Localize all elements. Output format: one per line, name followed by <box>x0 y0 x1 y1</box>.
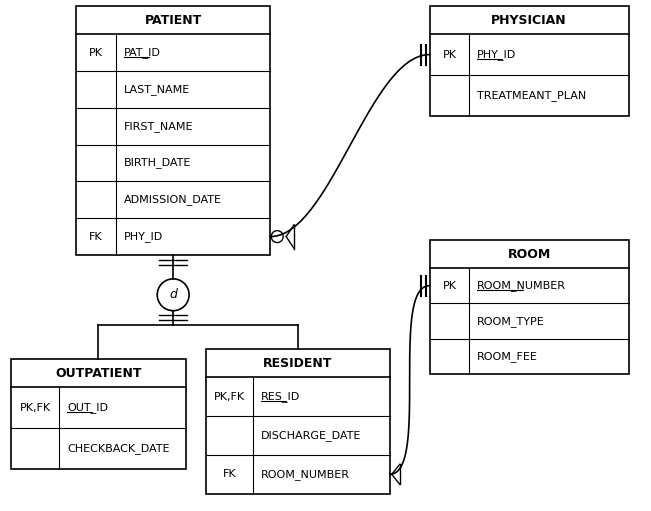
Text: LAST_NAME: LAST_NAME <box>124 84 190 95</box>
Text: PK,FK: PK,FK <box>214 392 245 402</box>
Bar <box>76 6 270 255</box>
Text: DISCHARGE_DATE: DISCHARGE_DATE <box>261 430 362 441</box>
Text: PHY_ID: PHY_ID <box>477 49 517 60</box>
Text: PK: PK <box>89 48 103 58</box>
Text: FK: FK <box>223 469 236 479</box>
Bar <box>11 359 186 469</box>
Text: ROOM_NUMBER: ROOM_NUMBER <box>477 280 566 291</box>
Text: d: d <box>169 288 177 301</box>
Bar <box>430 6 629 116</box>
Text: PK,FK: PK,FK <box>20 403 51 413</box>
Text: BIRTH_DATE: BIRTH_DATE <box>124 157 191 169</box>
Bar <box>430 240 629 375</box>
Text: ROOM_NUMBER: ROOM_NUMBER <box>261 469 350 480</box>
Text: ADMISSION_DATE: ADMISSION_DATE <box>124 194 222 205</box>
Text: FIRST_NAME: FIRST_NAME <box>124 121 193 132</box>
Text: PAT_ID: PAT_ID <box>124 47 161 58</box>
Text: ROOM: ROOM <box>508 247 551 261</box>
Text: PHY_ID: PHY_ID <box>124 231 163 242</box>
Text: OUTPATIENT: OUTPATIENT <box>55 367 142 380</box>
Text: PK: PK <box>443 281 456 291</box>
Text: RESIDENT: RESIDENT <box>263 357 332 370</box>
Text: RES_ID: RES_ID <box>261 391 301 402</box>
Text: TREATMEANT_PLAN: TREATMEANT_PLAN <box>477 90 587 101</box>
Text: ROOM_TYPE: ROOM_TYPE <box>477 316 545 327</box>
Text: FK: FK <box>89 231 103 242</box>
Text: CHECKBACK_DATE: CHECKBACK_DATE <box>67 443 170 454</box>
Text: PK: PK <box>443 50 456 60</box>
Text: PATIENT: PATIENT <box>145 14 202 27</box>
Bar <box>206 350 390 494</box>
Text: PHYSICIAN: PHYSICIAN <box>492 14 567 27</box>
Text: OUT_ID: OUT_ID <box>67 402 108 413</box>
Text: ROOM_FEE: ROOM_FEE <box>477 351 538 362</box>
